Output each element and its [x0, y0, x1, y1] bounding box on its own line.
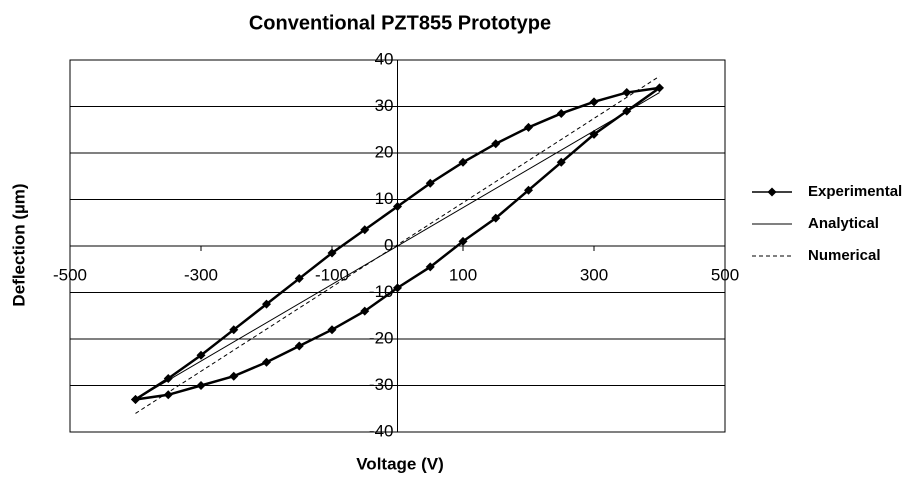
series-line [135, 92, 660, 400]
data-point [491, 139, 501, 149]
x-tick-label: -500 [53, 265, 87, 284]
data-point [524, 122, 533, 132]
data-point [262, 299, 271, 309]
legend-label: Experimental [808, 183, 902, 200]
y-tick-label: 30 [375, 96, 394, 115]
data-point [393, 201, 402, 211]
x-tick-label: 500 [711, 265, 739, 284]
data-point [294, 274, 304, 284]
legend-marker [767, 187, 777, 197]
x-tick-label: 100 [449, 265, 477, 284]
data-point [294, 341, 304, 351]
data-point [163, 374, 173, 384]
y-axis-label: Deflection (µm) [9, 183, 28, 306]
y-tick-label: 40 [375, 49, 394, 68]
data-point [556, 108, 566, 118]
y-tick-label: 10 [375, 189, 394, 208]
x-axis-label: Voltage (V) [356, 454, 444, 473]
x-tick-label: -300 [184, 265, 218, 284]
y-tick-label: 0 [384, 235, 393, 254]
data-point [229, 325, 239, 335]
x-tick-label: -100 [315, 265, 349, 284]
x-tick-label: 300 [580, 265, 608, 284]
data-point [458, 236, 468, 246]
data-point [229, 371, 239, 381]
data-point [524, 185, 533, 195]
data-point [589, 97, 599, 107]
chart-title: Conventional PZT855 Prototype [249, 12, 551, 34]
data-point [360, 225, 370, 235]
data-point [458, 157, 468, 167]
y-tick-label: 20 [375, 142, 394, 161]
series-line [135, 75, 660, 414]
data-point [196, 350, 206, 360]
data-point [360, 306, 370, 316]
y-tick-label: -30 [369, 375, 394, 394]
y-tick-label: -40 [369, 421, 394, 440]
data-point [196, 381, 206, 390]
data-point [327, 248, 337, 258]
data-point [163, 390, 173, 400]
y-tick-label: -20 [369, 328, 394, 347]
data-point [262, 357, 271, 367]
data-point [327, 325, 337, 335]
legend-label: Numerical [808, 247, 881, 264]
data-point [425, 178, 435, 188]
data-point [393, 283, 402, 293]
data-point [491, 213, 501, 223]
data-point [425, 262, 435, 272]
legend-label: Analytical [808, 215, 879, 232]
data-point [655, 83, 664, 93]
data-point [556, 157, 566, 167]
data-point [622, 88, 632, 98]
